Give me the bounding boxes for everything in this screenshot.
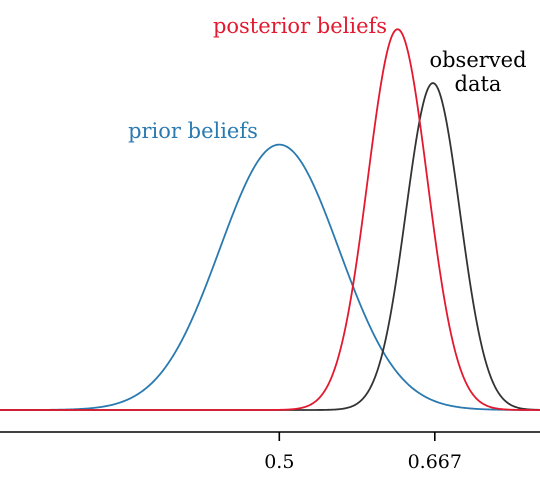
- posterior-beliefs-curve: [0, 28, 540, 411]
- observed-data-curve: [0, 82, 540, 411]
- x-tick-label: 0.5: [264, 451, 294, 473]
- prior-beliefs-curve: [0, 143, 540, 411]
- posterior-beliefs-label: posterior beliefs: [213, 14, 387, 38]
- observed-data-label-line1: observed: [429, 48, 526, 72]
- density-curves: [0, 28, 540, 411]
- prior-beliefs-label: prior beliefs: [128, 119, 258, 143]
- x-tick-label: 0.667: [408, 451, 462, 473]
- observed-data-label-line2: data: [455, 72, 502, 96]
- x-axis-ticks: 0.5 0.667: [264, 432, 462, 473]
